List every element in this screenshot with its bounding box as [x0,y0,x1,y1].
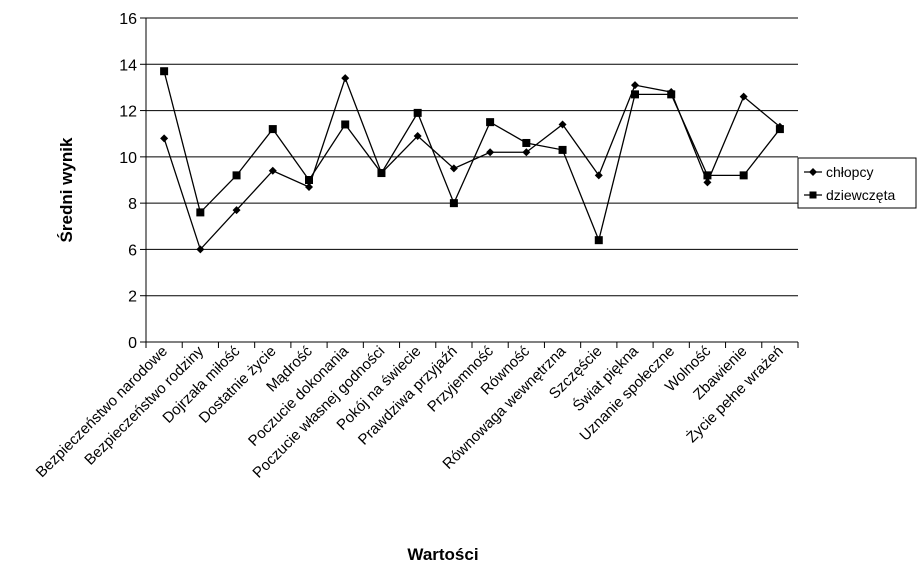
data-point-dziewczeta [739,171,748,180]
data-point-dziewczeta [449,199,458,208]
data-point-dziewczeta [667,90,676,99]
data-point-chlopcy [449,164,458,173]
data-point-chlopcy [413,132,422,141]
data-point-dziewczeta [160,67,169,76]
y-tick-label: 2 [128,289,137,306]
data-point-chlopcy [341,74,350,83]
y-tick-label: 16 [119,11,137,28]
data-point-dziewczeta [594,236,603,245]
x-axis-title: Wartości [407,545,478,563]
data-point-dziewczeta [341,120,350,129]
series-markers [160,67,784,254]
data-point-dziewczeta [558,145,567,154]
series-lines [163,71,781,251]
y-axis-title: Średni wynik [57,137,76,242]
data-point-chlopcy [268,166,277,175]
y-tick-label: 6 [128,242,137,259]
legend-box [797,157,917,209]
data-point-chlopcy [196,245,205,254]
legend-marker-dziewczeta [809,191,817,199]
data-point-dziewczeta [413,108,422,117]
data-point-dziewczeta [305,176,313,184]
data-point-dziewczeta [196,208,205,217]
data-point-dziewczeta [775,125,784,134]
y-axis-ticks: 0 2 6 8 10 12 14 16 [119,11,146,352]
data-point-chlopcy [522,148,531,157]
y-tick-label: 8 [128,196,137,213]
data-point-chlopcy [486,148,495,157]
y-tick-label: 14 [119,57,137,74]
data-point-chlopcy [703,178,712,187]
data-point-dziewczeta [232,171,241,180]
legend-label-dziewczeta: dziewczęta [826,187,895,203]
y-tick-label: 0 [128,335,137,352]
legend: chłopcy dziewczęta [797,157,917,209]
data-point-chlopcy [594,171,603,180]
series-line-dziewczeta [163,71,781,243]
data-point-dziewczeta [377,169,386,178]
data-point-dziewczeta [522,138,531,147]
data-point-dziewczeta [486,118,495,127]
data-point-chlopcy [232,206,241,215]
x-category-label: Bezpieczeństwo narodowe [33,343,171,481]
data-point-chlopcy [558,120,567,129]
data-point-dziewczeta [703,171,712,180]
gridlines [146,17,798,297]
data-point-chlopcy [739,92,748,101]
axes [145,18,799,348]
y-tick-label: 10 [119,150,137,167]
legend-marker-chlopcy [809,168,817,176]
data-point-chlopcy [160,134,169,143]
data-point-dziewczeta [268,125,277,134]
data-point-dziewczeta [631,90,639,99]
legend-label-chlopcy: chłopcy [826,164,873,180]
y-tick-label: 12 [119,104,137,121]
data-point-chlopcy [631,81,639,90]
data-point-chlopcy [305,182,313,191]
